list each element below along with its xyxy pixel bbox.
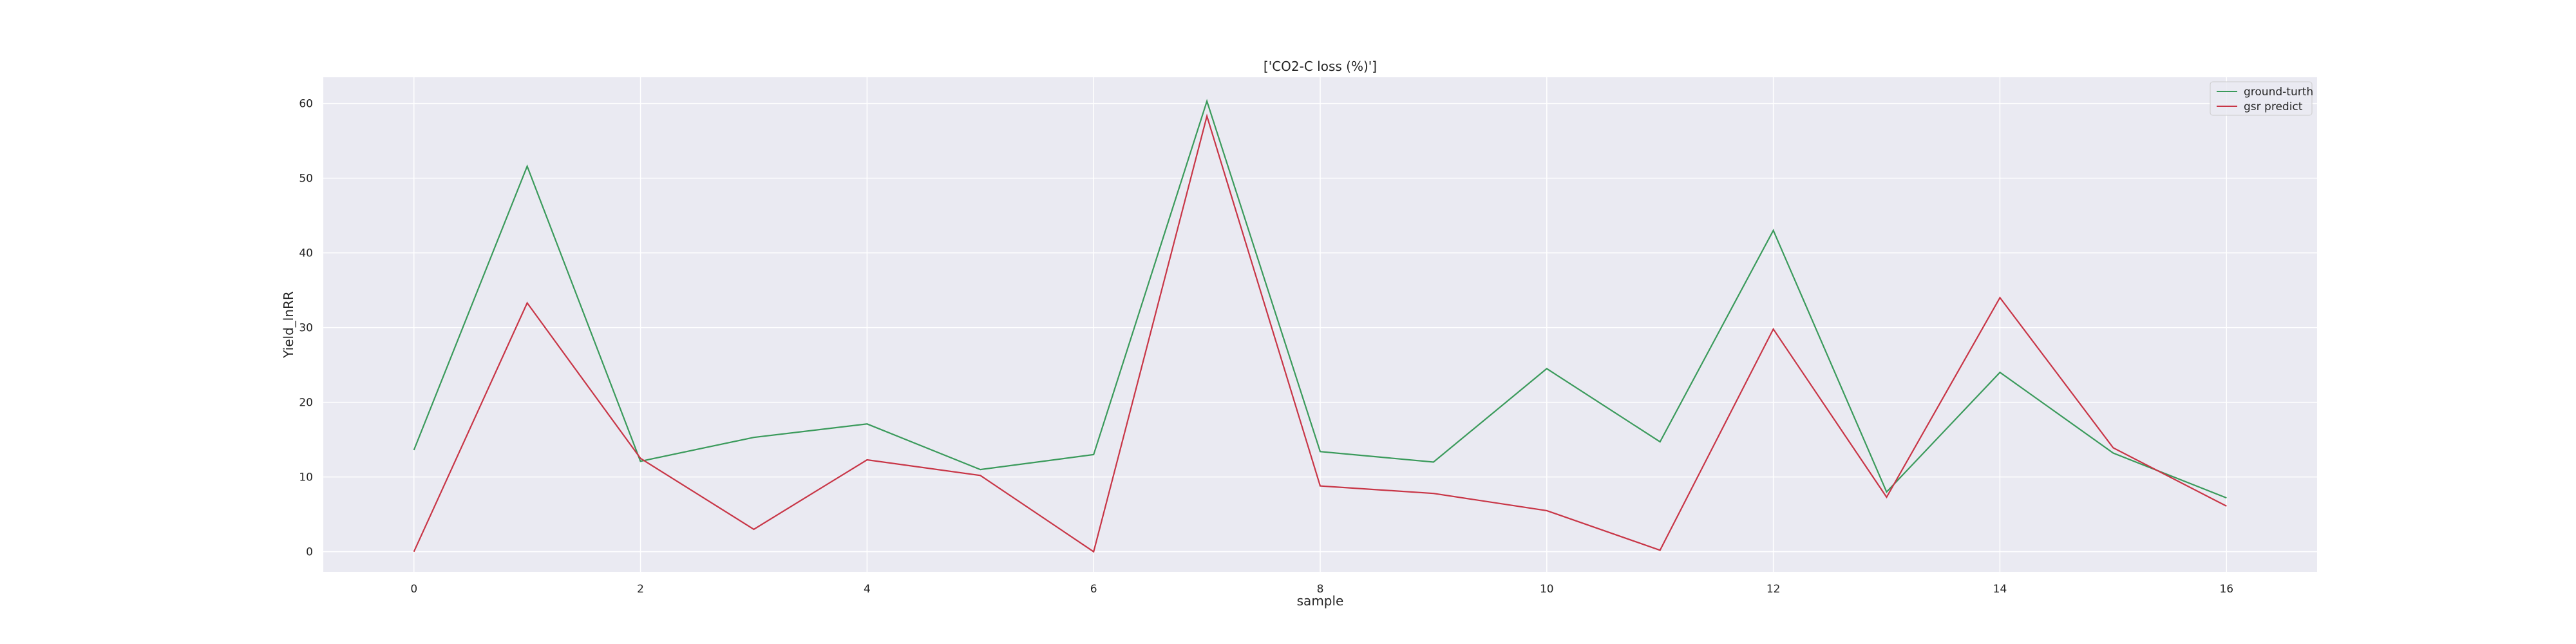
x-tick-label: 6 [1090,583,1097,596]
x-tick-label: 16 [2219,583,2233,596]
legend: ground-turth gsr predict [2210,81,2313,116]
x-axis-ticks: 0 2 4 6 8 10 12 14 16 [410,583,2233,596]
y-tick-label: 30 [299,322,313,335]
series-line-gsr-predict [413,113,2227,553]
x-tick-label: 0 [410,583,417,596]
x-tick-label: 14 [1993,583,2007,596]
y-tick-label: 20 [299,397,313,410]
series-lines [413,99,2227,553]
x-tick-label: 10 [1540,583,1554,596]
legend-label-gsr-predict: gsr predict [2244,100,2303,113]
grid [323,77,2317,572]
y-tick-label: 40 [299,247,313,260]
series-line-ground-turth [413,99,2227,499]
y-tick-label: 60 [299,98,313,111]
x-tick-label: 12 [1766,583,1781,596]
x-axis-title: sample [1297,593,1344,609]
y-tick-label: 10 [299,471,313,484]
x-tick-label: 4 [864,583,871,596]
chart-title: ['CO2-C loss (%)'] [1264,59,1377,74]
y-tick-label: 0 [306,546,313,559]
y-tick-label: 50 [299,173,313,185]
y-axis-ticks: 0 10 20 30 40 50 60 [299,98,313,559]
y-axis-title: Yield_lnRR [281,291,296,359]
x-tick-label: 8 [1317,583,1324,596]
legend-label-ground-turth: ground-turth [2244,86,2313,99]
x-tick-label: 2 [637,583,644,596]
